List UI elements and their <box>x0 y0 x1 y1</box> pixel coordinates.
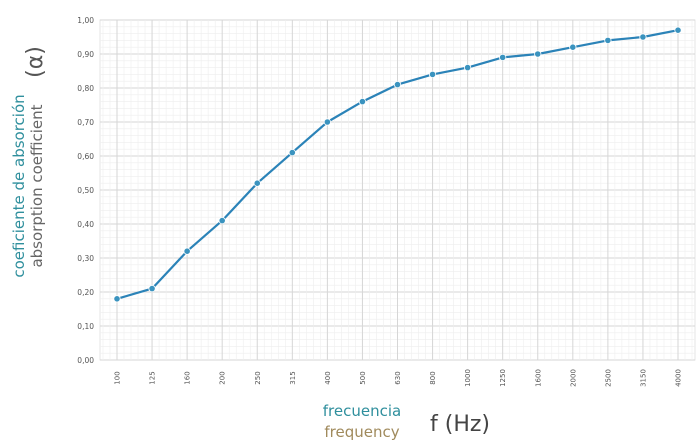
x-tick-labels: 100 125 160 200 250 315 400 500 630 800 1000 1250 16… <box>114 369 683 387</box>
x-tick-label: 200 <box>219 371 227 384</box>
y-axis-symbol: (α) <box>23 46 48 78</box>
x-tick-label: 125 <box>149 371 157 384</box>
data-point <box>499 53 507 62</box>
x-tick-label: 315 <box>289 371 297 384</box>
x-tick-label: 160 <box>184 371 192 384</box>
y-tick-label: 0,40 <box>77 220 94 229</box>
x-tick-label: 100 <box>114 371 122 384</box>
x-tick-label: 630 <box>394 371 402 384</box>
x-label-line1: frecuencia <box>323 402 401 420</box>
y-label-line2: absorption coefficient <box>28 104 46 267</box>
data-point <box>288 149 296 157</box>
data-point <box>674 26 682 34</box>
y-tick-label: 1,00 <box>77 16 94 25</box>
y-tick-labels: 0,00 0,10 0,20 0,30 0,40 0,50 0,60 0,70 0,80 0,90… <box>77 16 94 365</box>
x-tick-label: 400 <box>324 371 332 384</box>
data-point <box>113 295 121 303</box>
data-point <box>183 247 191 255</box>
x-tick-label: 1250 <box>499 369 507 387</box>
x-tick-label: 4000 <box>675 369 683 387</box>
x-tick-label: 1000 <box>464 369 472 387</box>
data-point <box>534 50 542 58</box>
data-point <box>218 217 226 225</box>
data-point <box>148 284 156 293</box>
y-tick-label: 0,90 <box>77 50 94 59</box>
x-tick-label: 3150 <box>639 369 647 387</box>
data-point <box>358 98 367 106</box>
data-point <box>428 70 437 79</box>
x-tick-label: 2500 <box>604 369 612 387</box>
y-tick-label: 0,80 <box>77 84 94 93</box>
y-axis-label-en: absorption coefficient <box>28 104 46 267</box>
data-point <box>323 118 331 126</box>
data-point <box>604 36 612 45</box>
y-label-line1: coeficiente de absorción <box>10 94 28 277</box>
y-tick-label: 0,30 <box>77 254 94 263</box>
data-point <box>639 33 647 41</box>
y-label-symbol: (α) <box>23 46 48 78</box>
y-tick-label: 0,60 <box>77 152 94 161</box>
x-tick-label: 1600 <box>534 369 542 387</box>
grid <box>100 19 695 361</box>
data-point <box>464 64 472 72</box>
x-label-line2: frequency <box>324 423 399 441</box>
y-axis-label: coeficiente de absorción <box>10 94 28 277</box>
data-point <box>253 179 261 187</box>
y-tick-label: 0,00 <box>77 356 94 365</box>
x-label-unit: f (Hz) <box>430 412 490 437</box>
y-tick-label: 0,50 <box>77 186 94 195</box>
x-tick-label: 800 <box>429 371 437 384</box>
y-tick-label: 0,70 <box>77 118 94 127</box>
data-point <box>569 43 577 51</box>
x-tick-label: 250 <box>254 371 262 384</box>
data-point <box>393 81 402 89</box>
x-tick-label: 500 <box>359 371 367 384</box>
data-points <box>113 26 682 303</box>
x-tick-label: 2000 <box>569 369 577 387</box>
y-tick-label: 0,10 <box>77 322 94 331</box>
y-tick-label: 0,20 <box>77 288 94 297</box>
